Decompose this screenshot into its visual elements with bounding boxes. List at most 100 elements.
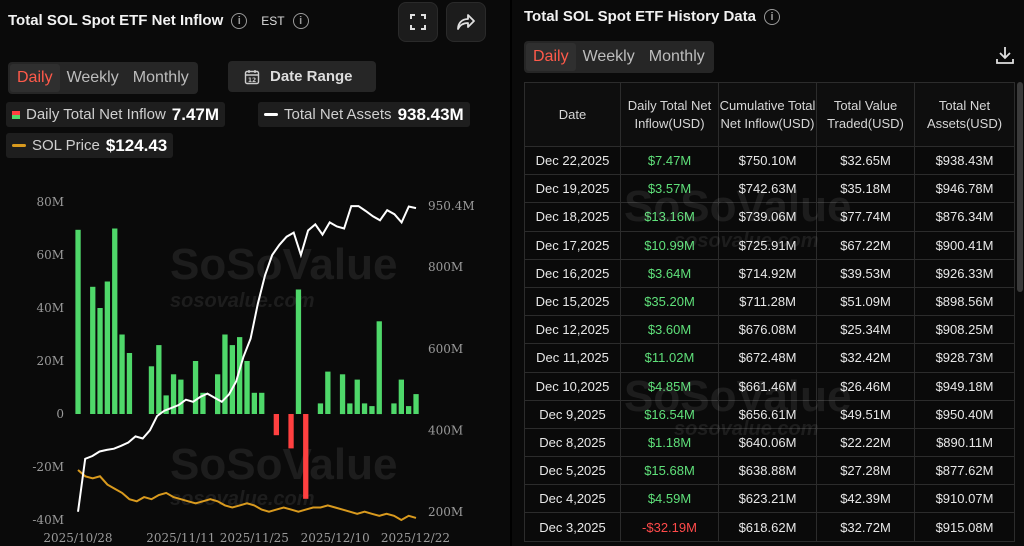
net-inflow-bar[interactable] (97, 308, 103, 414)
info-icon[interactable]: i (231, 12, 248, 29)
timezone-label: EST (261, 13, 285, 28)
net-inflow-bar[interactable] (339, 374, 346, 415)
cell-total-net-assets: $928.73M (914, 343, 1015, 373)
net-inflow-bar[interactable] (75, 229, 81, 414)
net-inflow-bar[interactable] (229, 345, 235, 414)
legend-sol-price[interactable]: SOL Price $124.43 (6, 133, 174, 158)
net-inflow-bar[interactable] (244, 361, 250, 414)
net-inflow-bar[interactable] (104, 281, 110, 415)
table-tab-daily[interactable]: Daily (526, 43, 576, 71)
net-inflow-bar[interactable] (376, 321, 382, 415)
cell-date: Dec 8,2025 (524, 427, 621, 458)
net-inflow-bar[interactable] (391, 403, 397, 414)
cell-date: Dec 22,2025 (524, 145, 621, 176)
date-range-button[interactable]: 12 Date Range (228, 61, 376, 92)
cell-date: Dec 10,2025 (524, 371, 621, 401)
col-total-net-assets[interactable]: Total Net Assets(USD) (914, 82, 1015, 147)
col-daily-net-inflow[interactable]: Daily Total Net Inflow(USD) (620, 82, 719, 147)
table-row[interactable]: Dec 16,2025 $3.64M $714.92M $39.53M $926.33M (524, 258, 1015, 288)
net-inflow-bar[interactable] (369, 406, 375, 414)
net-inflow-bar[interactable] (347, 403, 353, 414)
tab-monthly[interactable]: Monthly (132, 69, 189, 86)
col-total-value-traded[interactable]: Total Value Traded(USD) (816, 82, 915, 147)
history-data-panel: Total SOL Spot ETF History Data i Daily … (512, 0, 1024, 546)
legend-total-net-assets[interactable]: Total Net Assets 938.43M (258, 102, 470, 127)
download-button[interactable] (994, 44, 1016, 71)
col-cumulative-net-inflow[interactable]: Cumulative Total Net Inflow(USD) (718, 82, 817, 147)
cell-total-net-assets: $908.25M (914, 315, 1015, 345)
table-row[interactable]: Dec 12,2025 $3.60M $676.08M $25.34M $908.25M (524, 315, 1015, 345)
net-inflow-bar[interactable] (148, 366, 155, 414)
table-row[interactable]: Dec 18,2025 $13.16M $739.06M $77.74M $876.34… (524, 202, 1015, 232)
timezone-info-icon[interactable]: i (292, 12, 309, 29)
net-inflow-bar[interactable] (156, 345, 162, 414)
cell-cumulative-net-inflow: $711.28M (718, 286, 817, 317)
cell-cumulative-net-inflow: $618.62M (718, 512, 817, 542)
net-inflow-bar[interactable] (192, 361, 199, 414)
tab-daily[interactable]: Daily (10, 64, 60, 92)
net-inflow-bar[interactable] (361, 403, 368, 414)
net-inflow-bar[interactable] (90, 286, 96, 414)
chart-period-tabs: Daily Weekly Monthly (8, 62, 198, 94)
svg-text:12: 12 (248, 77, 256, 84)
net-inflow-bar[interactable] (222, 334, 228, 415)
table-row[interactable]: Dec 15,2025 $35.20M $711.28M $51.09M $898.56… (524, 286, 1015, 317)
legend-daily-net-inflow[interactable]: Daily Total Net Inflow 7.47M (6, 102, 226, 127)
cell-total-net-assets: $877.62M (914, 456, 1015, 486)
table-row[interactable]: Dec 22,2025 $7.47M $750.10M $32.65M $938.43M (524, 145, 1015, 176)
cell-total-net-assets: $910.07M (914, 484, 1015, 514)
cell-total-value-traded: $26.46M (816, 371, 915, 401)
table-row[interactable]: Dec 10,2025 $4.85M $661.46M $26.46M $949.18M (524, 371, 1015, 401)
net-inflow-bar[interactable] (237, 337, 243, 414)
net-inflow-bar[interactable] (215, 374, 221, 415)
table-row[interactable]: Dec 11,2025 $11.02M $672.48M $32.42M $928.73… (524, 343, 1015, 373)
net-inflow-bar[interactable] (354, 379, 360, 414)
fullscreen-icon (410, 14, 426, 30)
net-inflow-bar[interactable] (163, 395, 169, 414)
table-info-icon[interactable]: i (763, 8, 780, 25)
cell-total-value-traded: $67.22M (816, 230, 915, 260)
cell-total-net-assets: $876.34M (914, 202, 1015, 232)
cell-date: Dec 17,2025 (524, 230, 621, 260)
scrollbar-thumb[interactable] (1017, 82, 1023, 292)
table-row[interactable]: Dec 19,2025 $3.57M $742.63M $35.18M $946.78M (524, 174, 1015, 204)
net-inflow-bar[interactable] (317, 403, 324, 414)
net-inflow-bar[interactable] (170, 374, 177, 415)
net-inflow-bar[interactable] (259, 392, 265, 414)
table-row[interactable]: Dec 9,2025 $16.54M $656.61M $49.51M $950.40M (524, 399, 1015, 429)
net-inflow-bar[interactable] (295, 289, 302, 415)
cell-total-value-traded: $42.39M (816, 484, 915, 514)
left-tick-label: 60M (36, 248, 64, 262)
table-row[interactable]: Dec 4,2025 $4.59M $623.21M $42.39M $910.07M (524, 484, 1015, 514)
net-inflow-bar[interactable] (288, 414, 294, 449)
net-inflow-bar[interactable] (200, 392, 206, 414)
x-tick-label: 2025/10/28 (43, 531, 112, 545)
table-row[interactable]: Dec 17,2025 $10.99M $725.91M $67.22M $900.41… (524, 230, 1015, 260)
col-date[interactable]: Date (524, 82, 621, 147)
tab-weekly[interactable]: Weekly (66, 69, 119, 86)
net-inflow-bar[interactable] (325, 371, 331, 414)
net-inflow-bar[interactable] (273, 414, 279, 436)
cell-total-net-assets: $938.43M (914, 145, 1015, 176)
net-inflow-bar[interactable] (406, 406, 412, 414)
table-tab-monthly[interactable]: Monthly (648, 48, 705, 65)
net-inflow-bar[interactable] (178, 379, 184, 414)
table-scrollbar[interactable] (1016, 82, 1024, 546)
table-tab-weekly[interactable]: Weekly (582, 48, 635, 65)
cell-daily-net-inflow: $35.20M (620, 286, 719, 317)
net-inflow-bar[interactable] (112, 228, 118, 415)
net-inflow-bar[interactable] (303, 414, 309, 499)
net-inflow-bar[interactable] (126, 353, 133, 414)
cell-cumulative-net-inflow: $725.91M (718, 230, 817, 260)
fullscreen-button[interactable] (398, 2, 438, 42)
net-inflow-bar[interactable] (413, 394, 419, 414)
table-row[interactable]: Dec 3,2025 -$32.19M $618.62M $32.72M $915.08… (524, 512, 1015, 542)
share-button[interactable] (446, 2, 486, 42)
net-inflow-bar[interactable] (251, 392, 257, 414)
net-inflow-bar[interactable] (398, 379, 404, 414)
cell-total-net-assets: $898.56M (914, 286, 1015, 317)
table-row[interactable]: Dec 8,2025 $1.18M $640.06M $22.22M $890.11M (524, 427, 1015, 458)
history-table-wrap: Date Daily Total Net Inflow(USD) Cumulat… (524, 82, 1024, 546)
net-inflow-bar[interactable] (119, 334, 125, 415)
table-row[interactable]: Dec 5,2025 $15.68M $638.88M $27.28M $877.62M (524, 456, 1015, 486)
